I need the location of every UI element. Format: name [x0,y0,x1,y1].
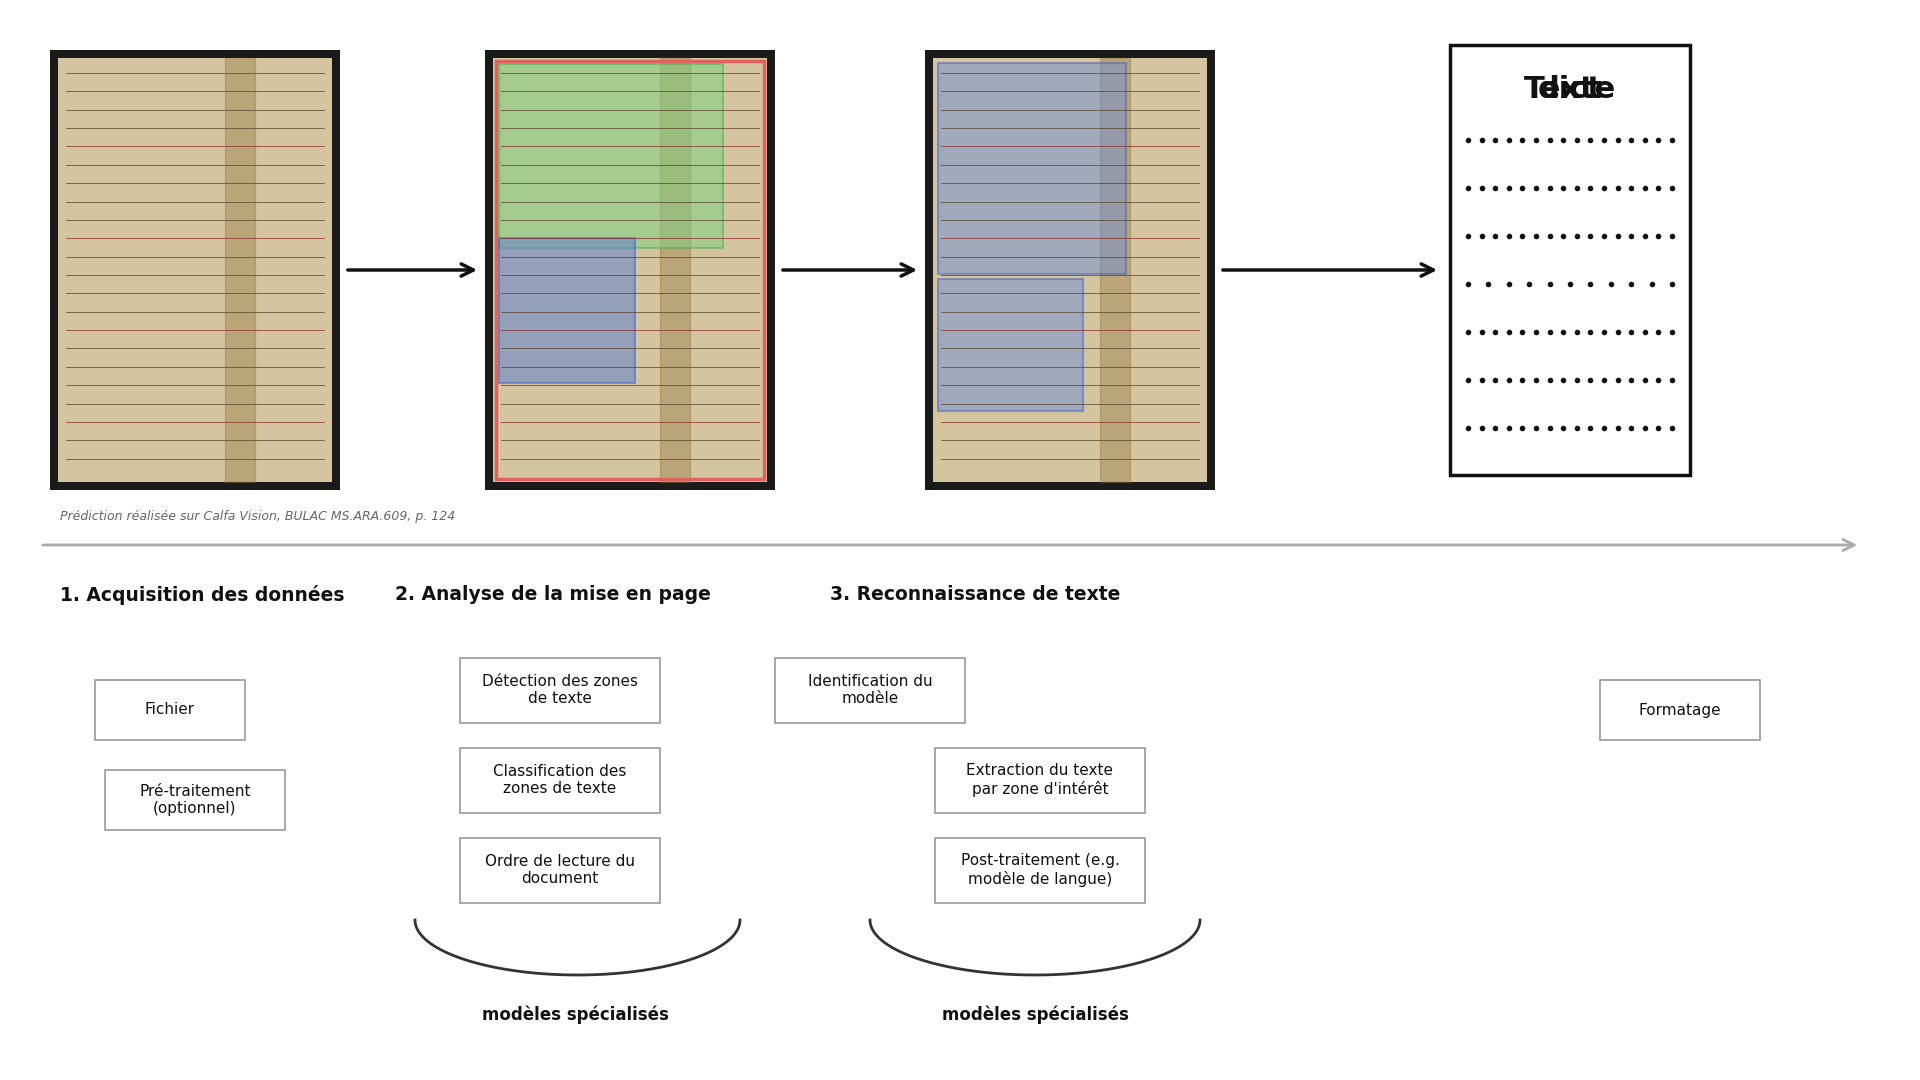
Text: Formatage: Formatage [1638,702,1722,717]
Polygon shape [660,58,689,482]
Text: Identification du
modèle: Identification du modèle [808,674,933,706]
Bar [939,279,1083,411]
Text: dict: dict [1538,76,1603,105]
Bar [461,658,660,723]
Polygon shape [225,58,255,482]
Text: modèles spécialisés: modèles spécialisés [482,1005,668,1024]
Bar [776,658,966,723]
Bar [935,837,1144,903]
Text: Pré-traitement
(optionnel): Pré-traitement (optionnel) [140,784,252,816]
Bar [495,60,764,480]
Bar [1599,680,1761,740]
Bar [933,58,1208,482]
Text: Post-traitement (e.g.
modèle de langue): Post-traitement (e.g. modèle de langue) [960,853,1119,887]
Bar [1450,45,1690,475]
Text: Extraction du texte
par zone d'intérêt: Extraction du texte par zone d'intérêt [966,764,1114,797]
Bar [499,238,636,383]
Text: 1. Acquisition des données: 1. Acquisition des données [60,585,344,605]
Text: Fichier: Fichier [144,702,196,717]
Bar [58,58,332,482]
Text: Prédiction réalisée sur Calfa Vision, BULAC MS.ARA.609, p. 124: Prédiction réalisée sur Calfa Vision, BU… [60,510,455,523]
Text: 2. Analyse de la mise en page: 2. Analyse de la mise en page [396,585,710,605]
Bar [493,58,766,482]
Bar [106,770,284,831]
Bar [461,837,660,903]
Bar [935,747,1144,812]
Text: Ordre de lecture du
document: Ordre de lecture du document [486,854,636,887]
Bar [499,64,724,248]
Bar [50,50,340,490]
Bar [486,50,776,490]
Polygon shape [1100,58,1131,482]
Text: 3. Reconnaissance de texte: 3. Reconnaissance de texte [829,585,1121,605]
Text: Classification des
zones de texte: Classification des zones de texte [493,764,626,796]
Bar [461,747,660,812]
Text: Détection des zones
de texte: Détection des zones de texte [482,674,637,706]
Bar [939,63,1125,274]
Bar [94,680,246,740]
Bar [925,50,1215,490]
Text: modèles spécialisés: modèles spécialisés [941,1005,1129,1024]
Text: Texte: Texte [1524,76,1617,105]
